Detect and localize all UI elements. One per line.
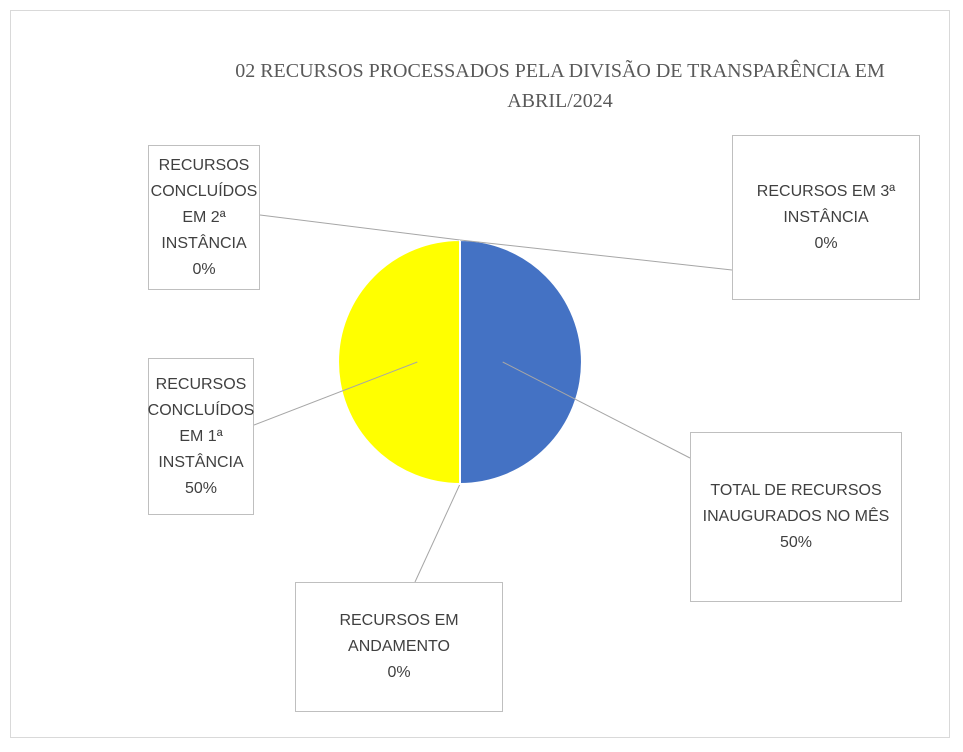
chart-frame xyxy=(10,10,950,738)
value-label: 50% xyxy=(779,534,813,551)
value-label: 0% xyxy=(814,234,838,252)
category-label: RECURSOS CONCLUÍDOS EM 2ª INSTÂNCIA xyxy=(150,156,258,252)
leader-line xyxy=(459,239,733,271)
category-label: RECURSOS EM 3ª INSTÂNCIA xyxy=(756,182,896,226)
pie-slice xyxy=(459,238,583,486)
value-label: 50% xyxy=(184,479,218,497)
value-label: 0% xyxy=(387,664,411,681)
leader-line xyxy=(253,361,418,426)
category-label: TOTAL DE RECURSOS INAUGURADOS NO MÊS xyxy=(702,482,890,525)
leader-line xyxy=(259,214,461,241)
category-label: RECURSOS EM ANDAMENTO xyxy=(339,612,459,655)
data-label-box: RECURSOS EM 3ª INSTÂNCIA 0% xyxy=(732,135,920,300)
data-label-box: RECURSOS CONCLUÍDOS EM 1ª INSTÂNCIA 50% xyxy=(148,358,254,515)
leader-line xyxy=(502,361,691,459)
value-label: 0% xyxy=(192,260,216,278)
data-label-box: TOTAL DE RECURSOS INAUGURADOS NO MÊS 50% xyxy=(690,432,902,602)
category-label: RECURSOS CONCLUÍDOS EM 1ª INSTÂNCIA xyxy=(147,375,255,471)
data-label-box: RECURSOS EM ANDAMENTO 0% xyxy=(295,582,503,712)
chart-title: 02 RECURSOS PROCESSADOS PELA DIVISÃO DE … xyxy=(235,60,885,112)
pie-slice xyxy=(337,238,461,486)
leader-line xyxy=(414,483,461,583)
data-label-box: RECURSOS CONCLUÍDOS EM 2ª INSTÂNCIA 0% xyxy=(148,145,260,290)
